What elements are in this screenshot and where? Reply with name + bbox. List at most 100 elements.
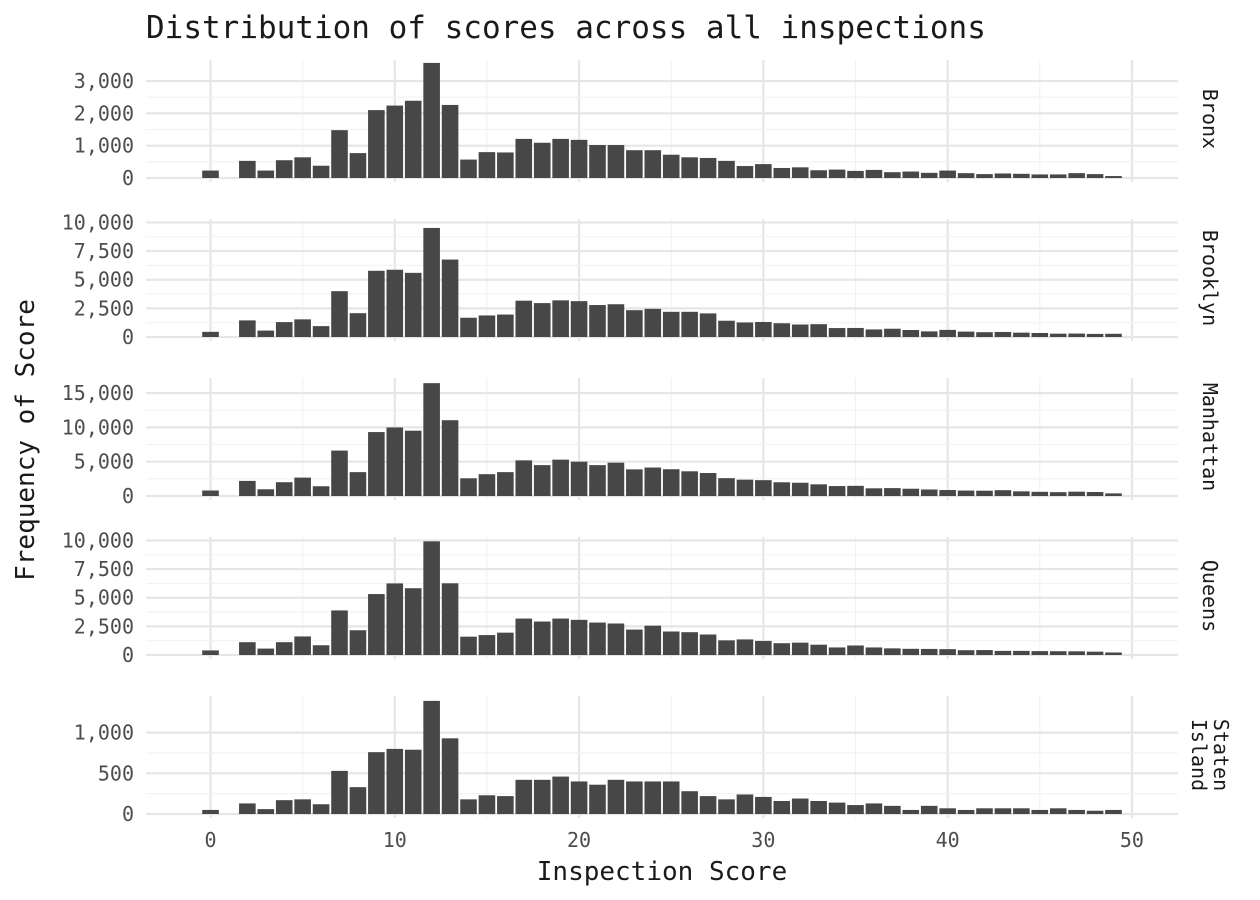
bar	[275, 800, 293, 814]
facet-bronx: 0 1,000 2,000 3,000 Bronx	[74, 60, 1222, 190]
bar	[902, 648, 920, 655]
bar	[275, 642, 293, 655]
bar	[404, 749, 422, 814]
bar	[865, 329, 883, 337]
chart-title: Distribution of scores across all inspec…	[146, 10, 986, 46]
bar	[552, 138, 569, 178]
bar	[736, 479, 754, 496]
bar	[368, 432, 385, 496]
bar	[1086, 492, 1104, 496]
bar	[939, 329, 956, 337]
bar	[1068, 173, 1085, 178]
bar	[902, 330, 920, 337]
bar	[515, 300, 533, 337]
bar	[681, 311, 698, 337]
bar	[828, 169, 846, 178]
bar	[497, 632, 514, 655]
bar	[994, 650, 1012, 655]
bar	[865, 488, 883, 496]
bar	[1105, 809, 1122, 814]
bar	[331, 610, 348, 655]
bar	[828, 328, 846, 337]
facet-panels: 0 1,000 2,000 3,000 Bronx 0 2,500 5,000 7,500 10,…	[62, 60, 1233, 826]
bar	[368, 752, 385, 814]
bar	[349, 313, 367, 337]
bar	[312, 326, 330, 337]
bar	[699, 313, 717, 337]
bar	[681, 791, 698, 814]
bar	[386, 427, 404, 496]
bar	[589, 622, 606, 655]
bar	[644, 308, 662, 337]
y-axis-title: Frequency of Score	[11, 299, 41, 581]
bar	[423, 227, 440, 337]
bar	[1068, 491, 1085, 496]
bar	[1086, 810, 1104, 814]
bar	[497, 152, 514, 178]
bar	[644, 467, 662, 496]
bar	[239, 803, 256, 814]
y-tick-label: 10,000	[62, 210, 134, 234]
bar	[460, 159, 477, 178]
bar	[312, 645, 330, 655]
bar	[423, 700, 440, 814]
bar	[1068, 651, 1085, 655]
bar	[681, 632, 698, 655]
bar	[920, 172, 938, 178]
bar	[533, 779, 551, 814]
bar	[699, 473, 717, 496]
bar	[773, 482, 791, 496]
bar	[331, 291, 348, 337]
bar	[1013, 173, 1030, 178]
x-axis: 0 10 20 30 40 50	[204, 828, 1143, 852]
facet-strip-label: StatenIsland	[1187, 719, 1233, 791]
bar	[626, 310, 643, 337]
bar	[681, 471, 698, 496]
bar	[626, 629, 643, 655]
bar	[681, 157, 698, 178]
bar	[920, 331, 938, 337]
bar	[920, 805, 938, 814]
bar	[441, 583, 459, 655]
bar	[718, 160, 735, 178]
bar	[1031, 174, 1049, 178]
y-tick-label: 0	[122, 802, 134, 826]
x-tick-label: 0	[204, 828, 216, 852]
bar	[736, 639, 754, 655]
bar	[755, 796, 772, 814]
bar	[718, 478, 735, 496]
bar	[607, 462, 625, 496]
bar	[275, 482, 293, 496]
facet-brooklyn: 0 2,500 5,000 7,500 10,000 Brooklyn	[62, 210, 1222, 349]
bar	[257, 170, 275, 178]
bar	[202, 809, 219, 814]
bar	[533, 621, 551, 655]
bar	[939, 649, 956, 655]
bar	[718, 799, 735, 814]
bar	[275, 322, 293, 337]
bar	[349, 787, 367, 814]
x-tick-label: 20	[567, 828, 591, 852]
bar	[699, 634, 717, 655]
bar	[552, 300, 569, 337]
bar	[957, 809, 975, 814]
bar	[1049, 174, 1067, 178]
bar	[478, 635, 496, 655]
bar	[570, 139, 588, 178]
bar	[1031, 809, 1049, 814]
bar	[607, 779, 625, 814]
bar	[1013, 332, 1030, 337]
x-tick-label: 40	[936, 828, 960, 852]
bar	[791, 798, 809, 814]
bar	[773, 643, 791, 655]
bar	[976, 650, 993, 655]
bar	[1031, 491, 1049, 496]
bar	[1068, 809, 1085, 814]
bar	[552, 459, 569, 496]
bar	[736, 794, 754, 814]
bar	[1013, 491, 1030, 496]
facet-strip-label: Manhattan	[1198, 383, 1222, 491]
bar	[478, 152, 496, 178]
bar	[497, 472, 514, 496]
